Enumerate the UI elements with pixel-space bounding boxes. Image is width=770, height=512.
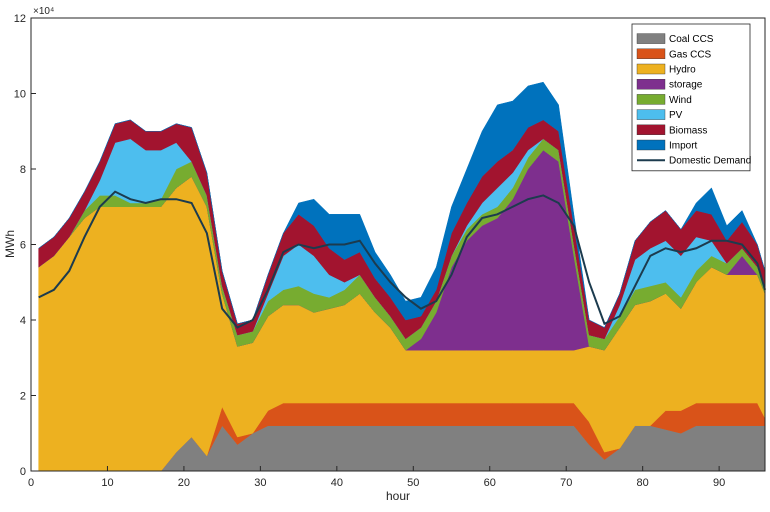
legend-label-coal-ccs: Coal CCS: [669, 34, 714, 45]
x-tick-label: 50: [407, 477, 419, 489]
y-axis-label: MWh: [3, 230, 17, 258]
area-layer: [38, 81, 766, 472]
y-tick-label: 2: [20, 391, 26, 403]
legend-label-domestic-demand: Domestic Demand: [669, 156, 751, 167]
y-tick-label: 6: [20, 240, 26, 252]
x-tick-label: 0: [28, 477, 34, 489]
legend-swatch-biomass: [636, 124, 666, 136]
legend-swatch-pv: [636, 109, 666, 120]
x-tick-label: 80: [637, 477, 649, 489]
line-domestic-demand: [38, 190, 766, 329]
x-tick-label: 60: [484, 477, 496, 489]
y-tick-label: 4: [20, 315, 26, 327]
line-layer: [38, 190, 766, 329]
legend-swatch-gas-ccs: [636, 48, 666, 59]
x-tick-label: 30: [254, 477, 266, 489]
legend-label-import: Import: [669, 141, 698, 152]
legend-swatch-hydro: [636, 63, 666, 75]
legend-label-storage: storage: [669, 80, 703, 91]
y-tick-label: 12: [14, 13, 26, 25]
y-tick-label: 10: [14, 89, 26, 101]
legend-label-wind: Wind: [669, 95, 692, 106]
x-tick-label: 70: [560, 477, 572, 489]
y-tick-label: 8: [20, 164, 26, 176]
x-axis-label: hour: [386, 489, 410, 503]
x-tick-label: 90: [713, 477, 725, 489]
legend-swatch-storage: [636, 78, 666, 90]
legend: Coal CCS Gas CCS Hydro storage Wind PV Biomass…: [631, 23, 751, 172]
legend-swatch-import: [636, 139, 666, 151]
x-axis-ticks: 0 10 20 30 40 50 60 70 80 90: [28, 466, 725, 489]
y-axis-exponent: ×10⁴: [33, 6, 54, 17]
legend-swatch-wind: [636, 94, 666, 105]
y-axis-ticks: 0 2 4 6 8 10 12: [14, 13, 36, 478]
y-tick-label: 0: [20, 466, 26, 478]
x-tick-label: 40: [331, 477, 343, 489]
x-tick-label: 10: [101, 477, 113, 489]
x-tick-label: 20: [178, 477, 190, 489]
legend-label-gas-ccs: Gas CCS: [669, 49, 712, 60]
legend-swatch-coal-ccs: [636, 33, 666, 44]
legend-label-biomass: Biomass: [669, 125, 707, 136]
legend-label-pv: PV: [669, 110, 683, 121]
legend-label-hydro: Hydro: [669, 65, 696, 76]
